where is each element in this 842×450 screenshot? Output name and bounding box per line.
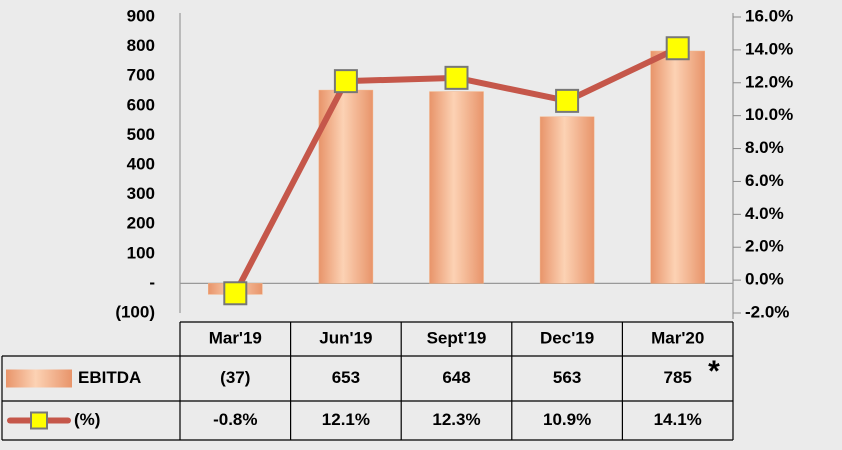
x-tick-label: Jun'19: [319, 328, 372, 347]
bar: [429, 91, 484, 284]
annotation: *: [708, 355, 720, 388]
y-tick-label: 200: [127, 214, 155, 233]
x-tick-label: Sept'19: [427, 328, 487, 347]
bar: [650, 50, 705, 284]
data-label: -0.8%: [213, 410, 257, 429]
y2-tick-label: 4.0%: [745, 204, 784, 223]
data-label: 12.3%: [432, 410, 480, 429]
y2-tick-label: 10.0%: [745, 105, 793, 124]
legend-marker: [30, 411, 48, 430]
y-tick-label: 400: [127, 154, 155, 173]
y-tick-label: 700: [127, 66, 155, 85]
y-tick-label: 500: [127, 125, 155, 144]
bar: [318, 89, 374, 284]
line-marker: [223, 281, 248, 306]
x-tick-label: Dec'19: [540, 328, 594, 347]
y2-tick-label: 2.0%: [745, 237, 784, 256]
y2-tick-label: 12.0%: [745, 72, 793, 91]
y-tick-label: 900: [127, 6, 155, 25]
bar: [539, 116, 595, 284]
y-tick-label: 300: [127, 184, 155, 203]
data-label: 785: [664, 368, 692, 387]
data-label: 12.1%: [322, 410, 370, 429]
line-marker: [555, 88, 580, 113]
line-marker: [333, 69, 358, 94]
data-label: 648: [442, 368, 470, 387]
data-label: 14.1%: [654, 410, 702, 429]
data-label: 10.9%: [543, 410, 591, 429]
legend-label: (%): [74, 410, 100, 429]
y2-tick-label: 14.0%: [745, 39, 793, 58]
y2-tick-label: -2.0%: [745, 302, 789, 321]
y-tick-label: 600: [127, 95, 155, 114]
legend-swatch: [6, 369, 72, 388]
line-marker: [444, 65, 469, 90]
y-tick-label: 800: [127, 36, 155, 55]
x-tick-label: Mar'19: [209, 328, 262, 347]
line-marker: [665, 36, 690, 61]
y-tick-label: -: [149, 273, 155, 292]
data-label: (37): [220, 368, 250, 387]
data-label: 563: [553, 368, 581, 387]
y2-tick-label: 8.0%: [745, 138, 784, 157]
y-tick-label: (100): [115, 302, 155, 321]
y2-tick-label: 6.0%: [745, 171, 784, 190]
legend-label: EBITDA: [78, 368, 141, 387]
x-tick-label: Mar'20: [651, 328, 704, 347]
y2-tick-label: 16.0%: [745, 6, 793, 25]
y-tick-label: 100: [127, 243, 155, 262]
y2-tick-label: 0.0%: [745, 270, 784, 289]
data-label: 653: [332, 368, 360, 387]
